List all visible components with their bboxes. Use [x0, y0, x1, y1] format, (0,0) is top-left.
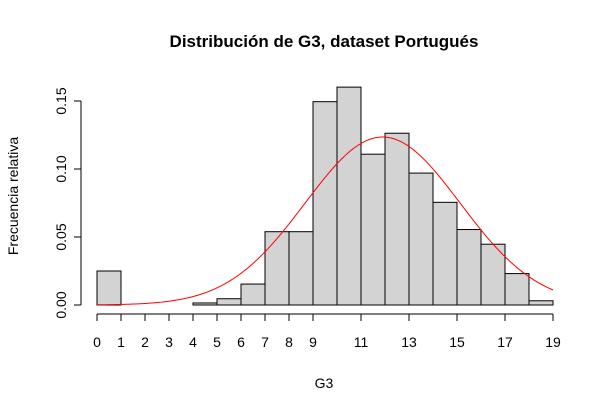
- chart-title: Distribución de G3, dataset Portugués: [170, 32, 479, 51]
- histogram-bar-16-17: [480, 243, 506, 306]
- x-tick-label: 8: [285, 334, 293, 350]
- density-curve-layer: [96, 136, 554, 306]
- histogram-bar-10-11: [336, 86, 362, 306]
- x-axis-label: G3: [315, 375, 334, 391]
- x-axis: 0 1 2 3 4 5 6 7 8 9 11 13 15 17 19: [93, 313, 561, 350]
- x-tick-label: 3: [165, 334, 173, 350]
- y-tick-label: 0.05: [53, 223, 69, 250]
- histogram-bar-17-18: [504, 273, 530, 306]
- x-tick-label: 11: [354, 334, 369, 350]
- histogram-bar-11-12: [360, 153, 386, 306]
- x-tick-label: 15: [449, 334, 465, 350]
- histogram-bar-15-16: [456, 229, 482, 306]
- x-tick-label: 4: [189, 334, 197, 350]
- x-tick-label: 13: [401, 334, 417, 350]
- histogram-bar-18-19: [528, 300, 554, 306]
- histogram-bar-6-7: [240, 283, 266, 306]
- x-tick-label: 2: [141, 334, 149, 350]
- x-tick-label: 0: [93, 334, 101, 350]
- x-tick-label: 1: [117, 334, 125, 350]
- histogram-bar-4-5: [192, 302, 218, 306]
- y-axis-label: Frecuencia relativa: [5, 137, 21, 255]
- density-curve: [96, 136, 554, 306]
- histogram-bar-13-14: [408, 172, 434, 306]
- y-tick-label: 0.10: [53, 155, 69, 182]
- histogram-bar-0-1: [96, 270, 122, 306]
- histogram-bar-14-15: [432, 201, 458, 306]
- histogram-bar-7-8: [264, 231, 290, 306]
- histogram-bar-8-9: [288, 231, 314, 306]
- x-tick-label: 5: [213, 334, 221, 350]
- x-tick-label: 17: [497, 334, 513, 350]
- y-axis: 0.00 0.05 0.10 0.15: [53, 87, 82, 319]
- y-tick-label: 0.15: [53, 87, 69, 114]
- histogram-bars: [96, 86, 554, 306]
- histogram-bar-12-13: [384, 132, 410, 306]
- x-tick-label: 7: [261, 334, 269, 350]
- x-tick-label: 19: [545, 334, 561, 350]
- x-tick-label: 9: [309, 334, 317, 350]
- y-tick-label: 0.00: [53, 291, 69, 318]
- histogram-bar-5-6: [216, 298, 242, 306]
- x-tick-label: 6: [237, 334, 245, 350]
- histogram-bar-9-10: [312, 101, 338, 306]
